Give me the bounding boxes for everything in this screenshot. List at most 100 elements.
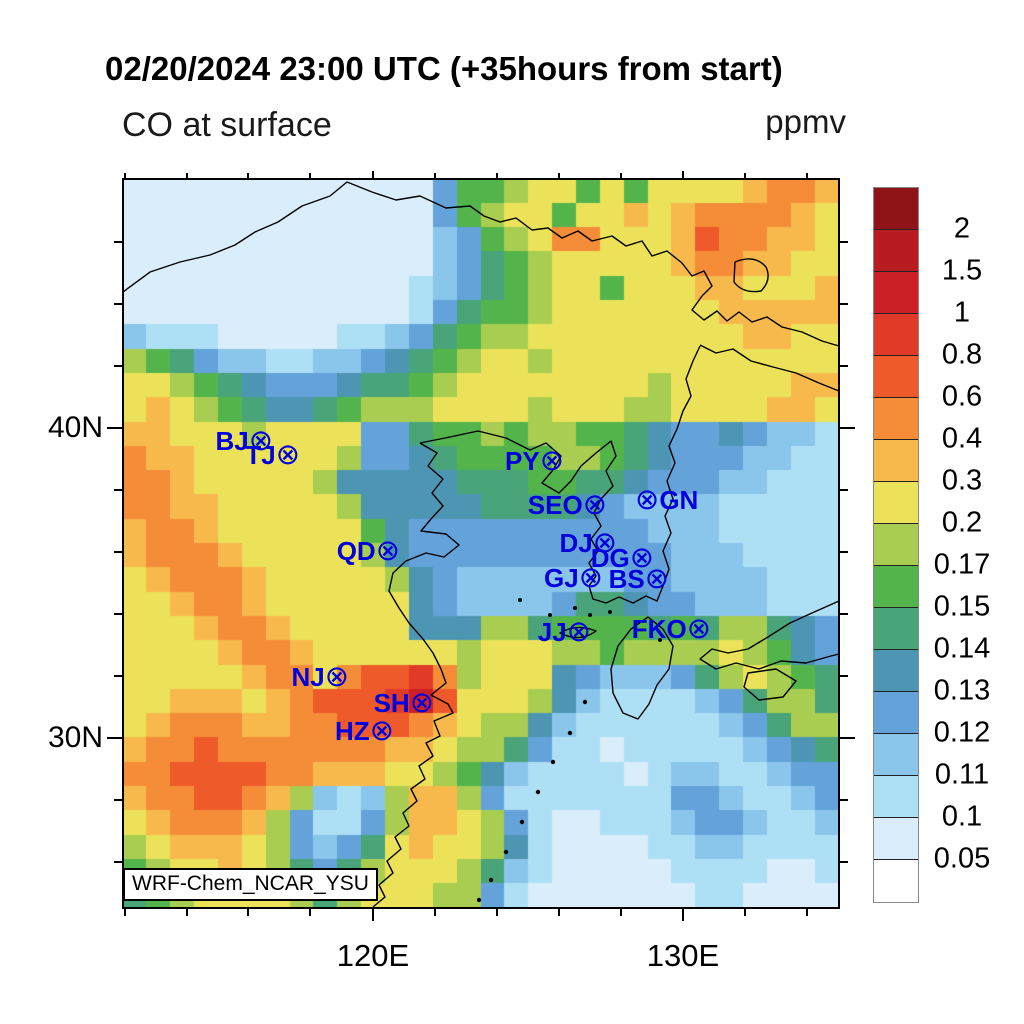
- colorbar-segment: [874, 566, 918, 608]
- small-islands: [476, 598, 662, 903]
- colorbar-segment: [874, 608, 918, 650]
- colorbar-segment: [874, 776, 918, 818]
- city-label: GN: [659, 485, 699, 515]
- city-symbol-icon: ⊗: [369, 715, 394, 747]
- city-symbol-icon: ⊗: [248, 425, 273, 457]
- city-label: HZ: [335, 716, 370, 746]
- colorbar-segment: [874, 818, 918, 860]
- city-symbol-icon: ⊗: [275, 439, 300, 471]
- city-symbol-icon: ⊗: [686, 613, 711, 645]
- city-label: BJ: [215, 426, 249, 456]
- axis-ticks: [107, 171, 855, 921]
- city-label: GJ: [544, 563, 579, 593]
- city-symbol-icon: ⊗: [539, 445, 564, 477]
- city-symbol-icon: ⊗: [324, 661, 349, 693]
- coastline-group: [122, 181, 840, 908]
- city-symbol-icon: ⊗: [635, 484, 660, 516]
- plot-title: 02/20/2024 23:00 UTC (+35hours from star…: [105, 50, 783, 87]
- city-marker-JJ: JJ ⊗: [537, 616, 591, 648]
- model-label: WRF-Chem_NCAR_YSU: [123, 868, 378, 901]
- city-marker-BJ: BJ ⊗: [215, 425, 273, 457]
- city-marker-DJ: DJ ⊗: [559, 527, 617, 559]
- city-label: SH: [373, 688, 410, 718]
- city-label: PY: [505, 446, 540, 476]
- colorbar-segment: [874, 398, 918, 440]
- colorbar-tick-label: 0.6: [941, 380, 983, 413]
- colorbar-tick-label: 2: [953, 212, 971, 245]
- city-marker-DG: DG ⊗: [590, 542, 654, 574]
- colorbar-tick-label: 0.13: [933, 674, 991, 707]
- city-marker-NJ: NJ ⊗: [291, 661, 349, 693]
- city-symbol-icon: ⊗: [582, 489, 607, 521]
- colorbar-segment: [874, 650, 918, 692]
- colorbar-segment: [874, 482, 918, 524]
- colorbar-tick-label: 0.4: [941, 422, 983, 455]
- colorbar-tick-label: 0.12: [933, 716, 991, 749]
- x-axis-label: 120E: [336, 938, 410, 973]
- colorbar-segment: [874, 440, 918, 482]
- colorbar-tick-label: 0.11: [934, 758, 990, 791]
- colorbar-tick-label: 1: [953, 296, 971, 329]
- coastline-ne-border: [122, 181, 840, 347]
- colorbar-segment: [874, 524, 918, 566]
- city-symbol-icon: ⊗: [592, 527, 617, 559]
- city-marker-GJ: GJ ⊗: [544, 562, 603, 594]
- city-label: FKO: [631, 614, 687, 644]
- colorbar-tick-label: 0.1: [941, 800, 983, 833]
- city-marker-QD: QD ⊗: [336, 535, 400, 567]
- coastline-korea: [419, 345, 701, 604]
- coastline-jeju: [559, 626, 597, 639]
- colorbar-segment: [874, 860, 918, 902]
- colorbar-segment: [874, 692, 918, 734]
- coastline-russia: [699, 344, 840, 392]
- colorbar-tick-label: 1.5: [941, 254, 983, 287]
- city-label: BS: [608, 564, 645, 594]
- variable-title: CO at surface: [122, 106, 332, 144]
- y-axis-label: 30N: [47, 721, 103, 754]
- city-marker-SEO: SEO ⊗: [527, 489, 607, 521]
- coastline-china: [372, 442, 460, 908]
- units-label: ppmv: [765, 103, 846, 140]
- colorbar-tick-label: 0.8: [941, 338, 983, 371]
- city-marker-FKO: FKO ⊗: [631, 613, 711, 645]
- city-label: DG: [590, 543, 630, 573]
- map-frame: [122, 178, 840, 909]
- colorbar-segment: [874, 356, 918, 398]
- co-concentration-heatmap: [123, 179, 839, 908]
- coastline-kyushu: [610, 616, 674, 720]
- city-label: JJ: [537, 617, 567, 647]
- city-symbol-icon: ⊗: [375, 535, 400, 567]
- colorbar: [873, 187, 919, 903]
- city-label: QD: [336, 536, 376, 566]
- colorbar-tick-label: 0.2: [941, 506, 983, 539]
- city-symbol-icon: ⊗: [566, 616, 591, 648]
- city-marker-TJ: TJ ⊗: [245, 439, 300, 471]
- city-symbol-icon: ⊗: [629, 542, 654, 574]
- city-label: SEO: [527, 490, 583, 520]
- colorbar-segment: [874, 734, 918, 776]
- city-symbol-icon: ⊗: [644, 563, 669, 595]
- colorbar-tick-label: 0.05: [933, 842, 991, 875]
- colorbar-tick-label: 0.17: [933, 548, 991, 581]
- city-marker-HZ: HZ ⊗: [335, 715, 394, 747]
- x-axis-label: 130E: [646, 938, 720, 973]
- colorbar-segment: [874, 314, 918, 356]
- colorbar-tick-label: 0.3: [941, 464, 983, 497]
- city-marker-BS: BS ⊗: [608, 563, 669, 595]
- city-label: DJ: [559, 528, 593, 558]
- colorbar-tick-label: 0.15: [933, 590, 991, 623]
- city-symbol-icon: ⊗: [578, 562, 603, 594]
- city-marker-SH: SH ⊗: [373, 687, 434, 719]
- city-label: TJ: [245, 440, 276, 470]
- city-symbol-icon: ⊗: [409, 687, 434, 719]
- city-marker-GN: ⊗ GN: [635, 484, 699, 516]
- city-label: NJ: [291, 662, 325, 692]
- colorbar-segment: [874, 188, 918, 230]
- coastline-honshu: [699, 600, 840, 670]
- colorbar-segment: [874, 230, 918, 272]
- city-marker-PY: PY ⊗: [505, 445, 564, 477]
- colorbar-segment: [874, 272, 918, 314]
